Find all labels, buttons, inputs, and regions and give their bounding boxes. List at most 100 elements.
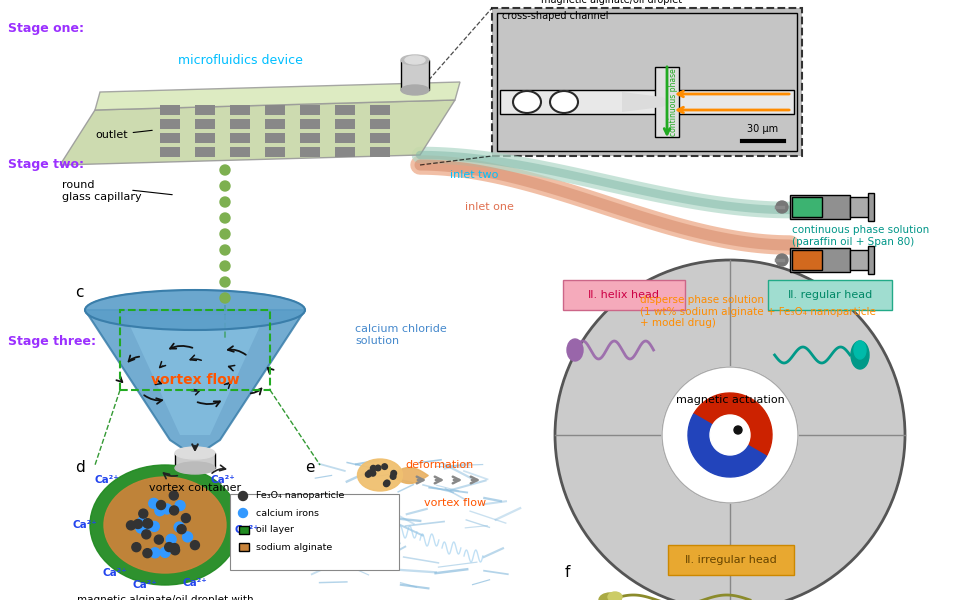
Text: Ⅱ. helix head: Ⅱ. helix head [588, 290, 660, 300]
Text: 30 μm: 30 μm [748, 124, 779, 134]
FancyBboxPatch shape [230, 494, 399, 570]
Ellipse shape [405, 56, 425, 64]
Polygon shape [335, 133, 355, 143]
Text: Ca²⁺: Ca²⁺ [182, 578, 207, 588]
FancyBboxPatch shape [239, 526, 249, 534]
Circle shape [171, 546, 180, 555]
Circle shape [162, 504, 172, 514]
Circle shape [555, 260, 905, 600]
Text: Ca²⁺: Ca²⁺ [132, 580, 157, 590]
Circle shape [375, 465, 381, 471]
Text: deformation: deformation [406, 460, 474, 470]
Circle shape [662, 367, 798, 503]
Ellipse shape [854, 341, 866, 359]
Circle shape [155, 506, 165, 515]
Ellipse shape [85, 290, 305, 330]
Circle shape [160, 547, 170, 557]
Circle shape [135, 521, 145, 530]
Polygon shape [265, 105, 285, 115]
Circle shape [170, 544, 180, 553]
FancyBboxPatch shape [492, 8, 802, 156]
Circle shape [384, 480, 390, 486]
Circle shape [156, 500, 165, 509]
Text: magnetic actuation: magnetic actuation [676, 395, 784, 405]
Text: sodium alginate: sodium alginate [256, 542, 332, 551]
Text: round
glass capillary: round glass capillary [62, 180, 142, 202]
Polygon shape [125, 315, 265, 435]
Polygon shape [160, 147, 180, 157]
FancyBboxPatch shape [790, 248, 850, 272]
Text: vortex container: vortex container [149, 483, 241, 493]
Polygon shape [195, 119, 215, 129]
Circle shape [220, 293, 230, 303]
Polygon shape [60, 100, 455, 165]
Text: vortex flow: vortex flow [424, 498, 486, 508]
FancyBboxPatch shape [868, 193, 874, 221]
Polygon shape [230, 105, 250, 115]
FancyBboxPatch shape [792, 197, 822, 217]
Text: calcium irons: calcium irons [256, 509, 319, 517]
FancyBboxPatch shape [655, 67, 679, 137]
Text: Ca²⁺: Ca²⁺ [73, 520, 97, 530]
Polygon shape [370, 105, 390, 115]
Text: Fe₃O₄ nanoparticle: Fe₃O₄ nanoparticle [256, 491, 345, 500]
Polygon shape [265, 147, 285, 157]
Text: c: c [75, 285, 84, 300]
Circle shape [166, 535, 176, 544]
Text: Stage two:: Stage two: [8, 158, 84, 171]
Text: Ⅱ. regular head: Ⅱ. regular head [788, 290, 872, 300]
Polygon shape [195, 133, 215, 143]
Circle shape [190, 541, 200, 550]
Circle shape [366, 472, 371, 477]
Circle shape [220, 213, 230, 223]
Text: Stage three:: Stage three: [8, 335, 96, 348]
Ellipse shape [90, 465, 240, 585]
Circle shape [144, 519, 153, 528]
Text: f: f [565, 565, 570, 580]
Ellipse shape [104, 477, 226, 573]
Circle shape [776, 201, 788, 213]
FancyBboxPatch shape [239, 543, 249, 551]
Circle shape [367, 470, 372, 476]
Circle shape [139, 509, 148, 518]
Text: disperse phase solution
(1 wt% sodium alginate + Fe₃O₄ nanoparticle
+ model drug: disperse phase solution (1 wt% sodium al… [640, 295, 876, 328]
Ellipse shape [175, 462, 215, 474]
Circle shape [391, 470, 396, 476]
FancyBboxPatch shape [850, 250, 872, 270]
Circle shape [150, 548, 160, 558]
Ellipse shape [513, 91, 541, 113]
Text: oil layer: oil layer [256, 526, 294, 535]
Polygon shape [95, 82, 460, 110]
Polygon shape [160, 105, 180, 115]
FancyBboxPatch shape [850, 197, 872, 217]
Circle shape [140, 520, 151, 530]
Text: Ⅱ. irregular head: Ⅱ. irregular head [685, 555, 777, 565]
FancyBboxPatch shape [668, 545, 794, 575]
Text: Ca²⁺: Ca²⁺ [234, 525, 259, 535]
Polygon shape [230, 133, 250, 143]
Polygon shape [335, 119, 355, 129]
Circle shape [170, 506, 179, 515]
Text: Ca²⁺: Ca²⁺ [95, 475, 119, 485]
Polygon shape [335, 105, 355, 115]
Circle shape [220, 261, 230, 271]
Circle shape [371, 466, 376, 471]
Circle shape [149, 499, 158, 508]
Circle shape [220, 165, 230, 175]
Text: cross-shaped channel: cross-shaped channel [502, 11, 609, 21]
Polygon shape [230, 119, 250, 129]
Ellipse shape [550, 91, 578, 113]
Circle shape [132, 542, 141, 551]
Circle shape [776, 254, 788, 266]
Text: d: d [75, 460, 84, 475]
FancyBboxPatch shape [500, 90, 794, 114]
Circle shape [220, 245, 230, 255]
Text: microfluidics device: microfluidics device [178, 53, 302, 67]
FancyBboxPatch shape [792, 250, 822, 270]
Circle shape [127, 521, 135, 530]
FancyBboxPatch shape [790, 195, 850, 219]
FancyBboxPatch shape [175, 453, 215, 468]
Circle shape [181, 514, 190, 523]
Text: inlet one: inlet one [465, 202, 514, 212]
Circle shape [175, 500, 185, 511]
